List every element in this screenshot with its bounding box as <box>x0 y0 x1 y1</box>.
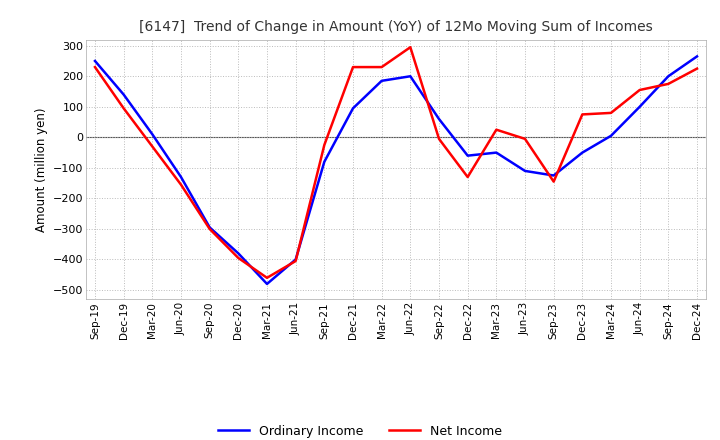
Ordinary Income <box>435 116 444 121</box>
Net Income <box>263 275 271 280</box>
Net Income <box>176 182 185 187</box>
Ordinary Income <box>549 173 558 178</box>
Ordinary Income <box>205 225 214 230</box>
Ordinary Income <box>521 168 529 173</box>
Ordinary Income <box>176 174 185 180</box>
Net Income <box>120 106 128 111</box>
Ordinary Income <box>635 104 644 110</box>
Net Income <box>578 112 587 117</box>
Line: Net Income: Net Income <box>95 47 697 278</box>
Ordinary Income <box>148 132 157 137</box>
Ordinary Income <box>120 92 128 97</box>
Title: [6147]  Trend of Change in Amount (YoY) of 12Mo Moving Sum of Incomes: [6147] Trend of Change in Amount (YoY) o… <box>139 20 653 34</box>
Net Income <box>205 226 214 231</box>
Ordinary Income <box>292 257 300 262</box>
Legend: Ordinary Income, Net Income: Ordinary Income, Net Income <box>213 420 507 440</box>
Ordinary Income <box>234 251 243 256</box>
Line: Ordinary Income: Ordinary Income <box>95 56 697 284</box>
Net Income <box>607 110 616 116</box>
Net Income <box>348 64 357 70</box>
Ordinary Income <box>664 73 672 79</box>
Net Income <box>635 88 644 93</box>
Net Income <box>693 66 701 71</box>
Net Income <box>377 64 386 70</box>
Ordinary Income <box>320 159 328 165</box>
Net Income <box>664 81 672 87</box>
Net Income <box>521 136 529 142</box>
Net Income <box>234 255 243 260</box>
Ordinary Income <box>693 54 701 59</box>
Net Income <box>148 144 157 149</box>
Net Income <box>549 179 558 184</box>
Net Income <box>406 44 415 50</box>
Net Income <box>91 64 99 70</box>
Ordinary Income <box>406 73 415 79</box>
Ordinary Income <box>578 150 587 155</box>
Ordinary Income <box>464 153 472 158</box>
Ordinary Income <box>91 59 99 64</box>
Net Income <box>320 142 328 147</box>
Ordinary Income <box>377 78 386 84</box>
Ordinary Income <box>492 150 500 155</box>
Ordinary Income <box>607 133 616 139</box>
Net Income <box>492 127 500 132</box>
Net Income <box>435 136 444 142</box>
Ordinary Income <box>263 281 271 286</box>
Net Income <box>464 174 472 180</box>
Net Income <box>292 258 300 264</box>
Y-axis label: Amount (million yen): Amount (million yen) <box>35 107 48 231</box>
Ordinary Income <box>348 106 357 111</box>
